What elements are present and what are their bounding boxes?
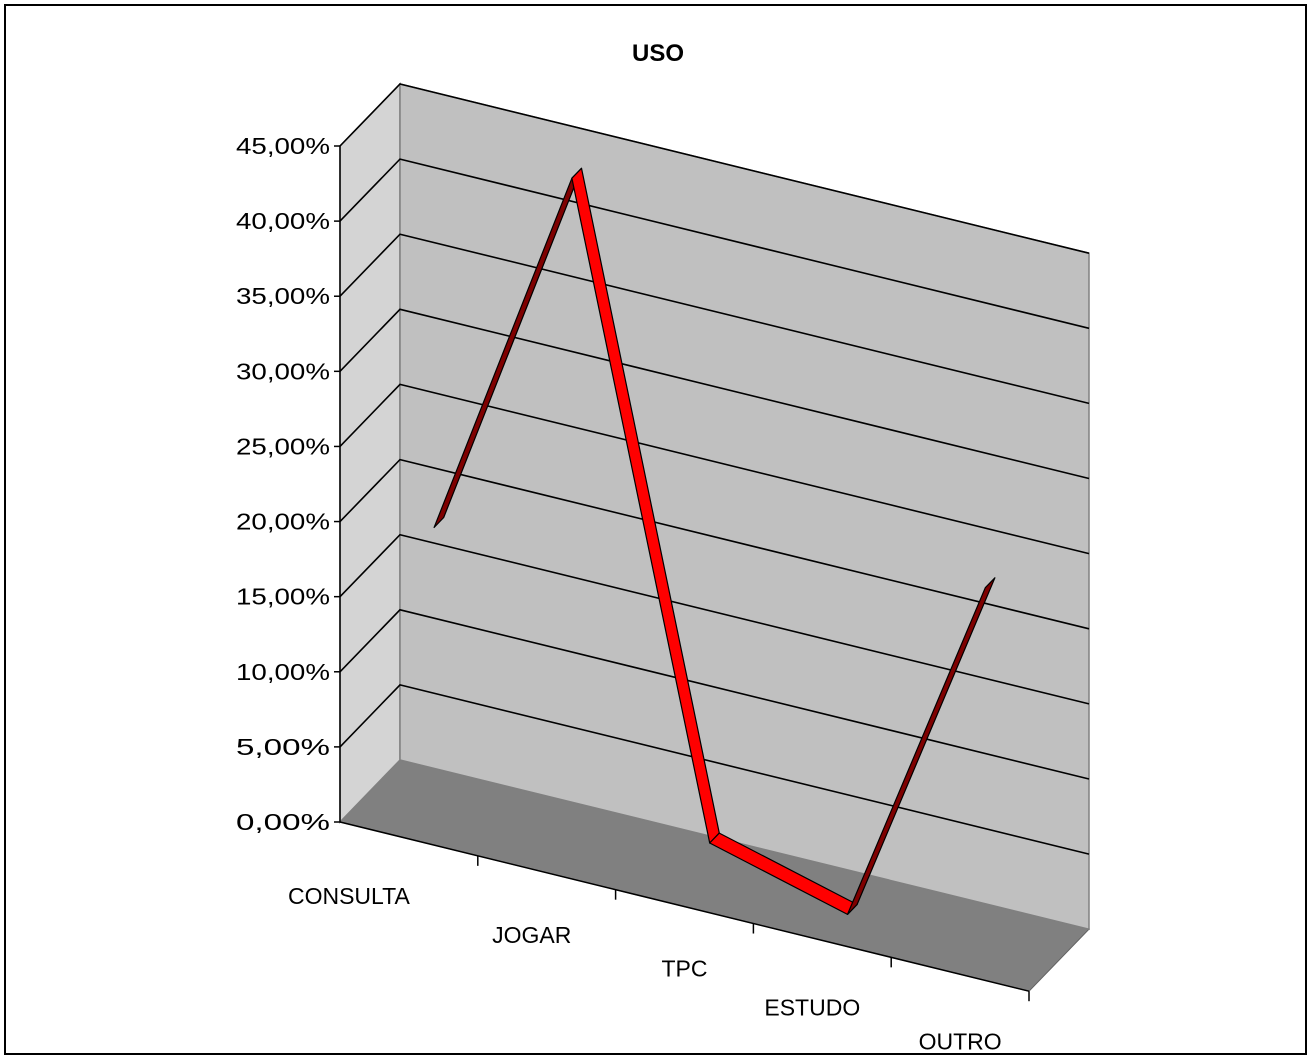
x-tick-label: TPC <box>662 956 708 982</box>
y-tick-label: 0,00% <box>236 809 330 835</box>
series-segment-4 <box>846 577 996 916</box>
x-tick-label: OUTRO <box>919 1028 1002 1054</box>
x-tick-label: JOGAR <box>492 922 571 948</box>
y-tick-label: 5,00% <box>236 734 330 760</box>
gridline <box>339 308 1090 480</box>
gridline <box>339 458 1090 630</box>
x-tick-label: CONSULTA <box>288 883 410 909</box>
x-tick-label: ESTUDO <box>764 994 860 1020</box>
y-tick-label: 20,00% <box>236 509 330 535</box>
chart-side-wall <box>339 82 401 824</box>
y-tick-label: 25,00% <box>236 433 330 459</box>
y-tick-label: 35,00% <box>236 283 330 309</box>
gridline <box>339 233 1090 405</box>
gridline <box>339 158 1090 330</box>
gridline <box>339 533 1090 705</box>
y-tick-label: 30,00% <box>236 358 330 384</box>
y-tick-label: 15,00% <box>236 584 330 610</box>
x-axis-line <box>339 821 1030 992</box>
y-tick-label: 40,00% <box>236 208 330 234</box>
gridline <box>339 83 1090 254</box>
gridline <box>339 684 1090 855</box>
gridline <box>339 608 1090 780</box>
gridline <box>339 383 1090 555</box>
chart-title: USO <box>631 40 684 67</box>
y-tick-label: 10,00% <box>236 659 330 685</box>
y-tick-label: 45,00% <box>236 133 330 159</box>
